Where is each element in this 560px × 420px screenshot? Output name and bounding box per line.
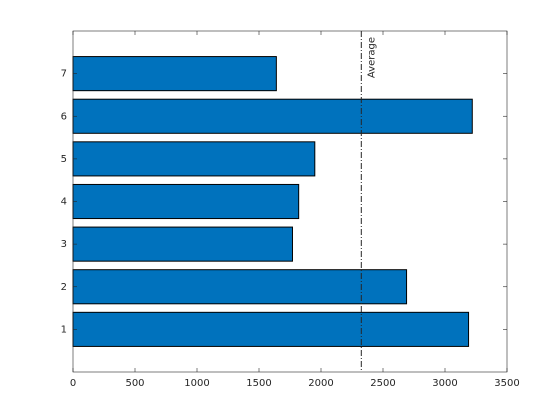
bar bbox=[72, 183, 300, 220]
bar bbox=[72, 141, 316, 177]
bar bbox=[72, 226, 293, 262]
x-tick-label: 3500 bbox=[494, 378, 519, 389]
y-tick-label: 2 bbox=[61, 282, 67, 293]
y-tick-label: 6 bbox=[61, 111, 67, 122]
x-tick-label: 1000 bbox=[184, 378, 209, 389]
x-tick-label: 500 bbox=[125, 378, 144, 389]
bar bbox=[72, 269, 408, 305]
y-tick-label: 7 bbox=[61, 69, 67, 80]
y-tick-label: 3 bbox=[61, 239, 67, 250]
bar bbox=[72, 98, 473, 134]
x-tick-label: 1500 bbox=[246, 378, 271, 389]
average-label: Average bbox=[366, 37, 377, 78]
x-tick-label: 2500 bbox=[370, 378, 395, 389]
y-tick-label: 4 bbox=[61, 197, 67, 208]
y-tick-label: 1 bbox=[61, 324, 67, 335]
x-tick-label: 0 bbox=[70, 378, 76, 389]
x-tick-label: 3000 bbox=[432, 378, 457, 389]
y-tick-label: 5 bbox=[61, 154, 67, 165]
bar bbox=[72, 56, 277, 92]
x-tick-label: 2000 bbox=[308, 378, 333, 389]
bar bbox=[72, 311, 470, 347]
